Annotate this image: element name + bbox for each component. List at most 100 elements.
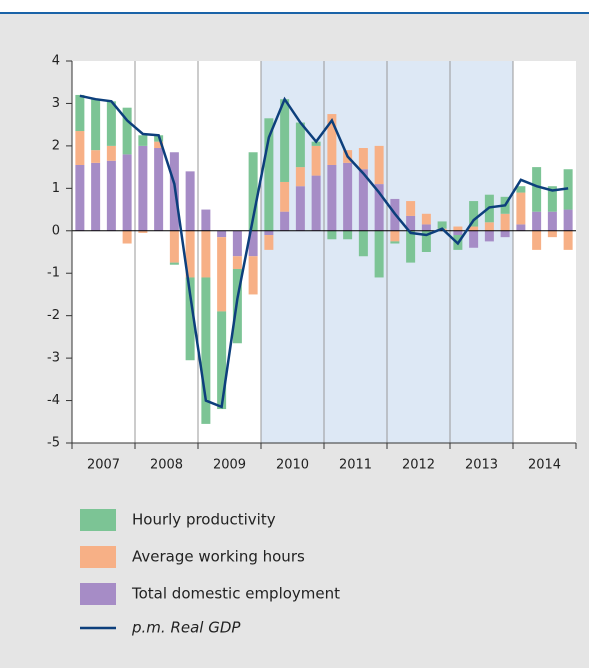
bar [500, 230, 510, 238]
bar [106, 160, 116, 231]
bar [484, 230, 494, 242]
bar [280, 99, 290, 182]
bar [563, 209, 573, 231]
bar [358, 169, 368, 231]
bar [343, 230, 353, 240]
bar [248, 230, 258, 257]
x-tick-label: 2011 [339, 458, 372, 473]
bar [106, 145, 116, 161]
bar [122, 107, 132, 155]
legend-swatch [80, 509, 116, 531]
bar [169, 262, 179, 265]
y-tick-label: -5 [47, 436, 60, 451]
top-rule [0, 12, 589, 14]
bar [91, 150, 101, 163]
y-tick-label: 3 [52, 96, 60, 111]
bar [327, 230, 337, 240]
legend-swatch [80, 583, 116, 605]
bar [469, 230, 479, 248]
bar [484, 222, 494, 231]
y-tick-label: -3 [47, 351, 60, 366]
bar [138, 230, 148, 233]
bar [547, 230, 557, 238]
bar [469, 201, 479, 227]
y-tick-label: 4 [52, 54, 60, 69]
y-tick-label: -4 [47, 393, 60, 408]
bar [122, 154, 132, 231]
legend-swatch [80, 546, 116, 568]
bar [75, 164, 85, 231]
bar [516, 224, 526, 231]
bar [421, 213, 431, 225]
bar [75, 131, 85, 165]
legend-label: p.m. Real GDP [131, 619, 241, 637]
bar [374, 230, 384, 278]
y-tick-label: -2 [47, 308, 60, 323]
bar [280, 211, 290, 231]
bar [264, 118, 274, 231]
bar [201, 209, 211, 231]
gdp-line [79, 94, 569, 409]
bar [453, 226, 463, 231]
x-tick-label: 2010 [276, 458, 309, 473]
bar [327, 164, 337, 231]
bar [185, 171, 195, 231]
bar [532, 230, 542, 250]
bar [390, 241, 400, 244]
bar [217, 237, 227, 312]
bar [547, 211, 557, 231]
bar [217, 230, 227, 238]
bar [185, 277, 195, 361]
bar [343, 162, 353, 231]
bar [421, 224, 431, 231]
bar [311, 175, 321, 231]
bar [311, 145, 321, 176]
legend-label: Hourly productivity [132, 511, 276, 529]
x-tick-label: 2014 [528, 458, 561, 473]
bar [217, 311, 227, 410]
bar [264, 235, 274, 250]
bar [390, 230, 400, 242]
bar [154, 148, 164, 231]
bar [374, 184, 384, 231]
bar [500, 213, 510, 231]
bar [295, 186, 305, 231]
bar [280, 181, 290, 212]
y-tick-label: 2 [52, 138, 60, 153]
bar [232, 230, 242, 257]
bar [374, 145, 384, 185]
bar [122, 230, 132, 244]
bar [264, 230, 274, 236]
x-tick-label: 2007 [87, 458, 120, 473]
y-tick-label: 1 [52, 181, 60, 196]
x-tick-label: 2009 [213, 458, 246, 473]
bar [453, 230, 463, 236]
bar [248, 152, 258, 231]
bar [358, 148, 368, 170]
x-tick-label: 2008 [150, 458, 183, 473]
bar [563, 230, 573, 250]
bar [185, 230, 195, 278]
bar [91, 162, 101, 231]
bar [154, 141, 164, 149]
bar [138, 145, 148, 231]
bar [406, 215, 416, 231]
legend-label: Total domestic employment [131, 585, 340, 603]
bar [295, 122, 305, 168]
bar [437, 221, 447, 229]
legend-label: Average working hours [132, 548, 305, 566]
bar [75, 94, 85, 132]
bar [358, 230, 368, 257]
bar [547, 186, 557, 212]
bar [327, 114, 337, 165]
bar [311, 141, 321, 146]
bar [532, 211, 542, 231]
bar [248, 256, 258, 295]
bar [421, 230, 431, 252]
bar [469, 226, 479, 231]
bar [516, 192, 526, 225]
bar [169, 230, 179, 263]
bar [406, 230, 416, 263]
bar [406, 201, 416, 216]
